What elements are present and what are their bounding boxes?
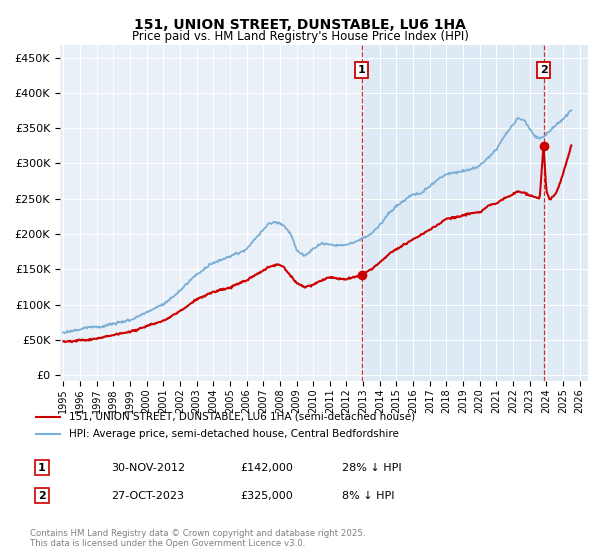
Bar: [362, 45, 544, 381]
Text: 151, UNION STREET, DUNSTABLE, LU6 1HA: 151, UNION STREET, DUNSTABLE, LU6 1HA: [134, 18, 466, 32]
Text: Contains HM Land Registry data © Crown copyright and database right 2025.
This d: Contains HM Land Registry data © Crown c…: [30, 529, 365, 548]
Text: 1: 1: [358, 65, 365, 75]
Text: 30-NOV-2012: 30-NOV-2012: [111, 463, 185, 473]
Text: 151, UNION STREET, DUNSTABLE, LU6 1HA (semi-detached house): 151, UNION STREET, DUNSTABLE, LU6 1HA (s…: [68, 412, 415, 422]
Text: £142,000: £142,000: [240, 463, 293, 473]
Text: HPI: Average price, semi-detached house, Central Bedfordshire: HPI: Average price, semi-detached house,…: [68, 429, 398, 439]
Text: 28% ↓ HPI: 28% ↓ HPI: [342, 463, 401, 473]
Bar: [544, 45, 588, 381]
Text: 2: 2: [539, 65, 547, 75]
Text: £325,000: £325,000: [240, 491, 293, 501]
Text: 1: 1: [38, 463, 46, 473]
Text: 2: 2: [38, 491, 46, 501]
Text: 8% ↓ HPI: 8% ↓ HPI: [342, 491, 395, 501]
Text: Price paid vs. HM Land Registry's House Price Index (HPI): Price paid vs. HM Land Registry's House …: [131, 30, 469, 43]
Text: 27-OCT-2023: 27-OCT-2023: [111, 491, 184, 501]
